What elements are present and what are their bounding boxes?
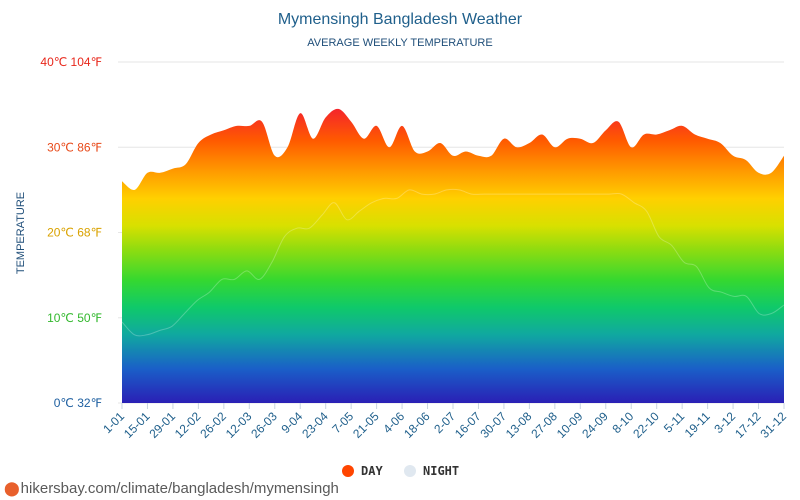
legend-night-marker bbox=[404, 465, 416, 477]
x-tick-label: 29-01 bbox=[146, 409, 178, 441]
y-tick-label: 0℃ 32℉ bbox=[54, 396, 102, 410]
x-tick-label: 21-05 bbox=[350, 409, 382, 441]
x-tick-label: 22-10 bbox=[630, 409, 662, 441]
source-credit[interactable]: ⬤hikersbay.com/climate/bangladesh/mymens… bbox=[4, 480, 339, 497]
legend-day-marker bbox=[342, 465, 354, 477]
legend-item-night[interactable]: NIGHT bbox=[404, 464, 459, 478]
x-tick-label: 13-08 bbox=[503, 409, 535, 441]
x-tick-label: 24-09 bbox=[579, 409, 611, 441]
y-tick-label: 30℃ 86℉ bbox=[47, 140, 102, 154]
x-tick-label: 10-09 bbox=[554, 409, 586, 441]
x-tick-label: 17-12 bbox=[732, 409, 764, 441]
chart-subtitle: AVERAGE WEEKLY TEMPERATURE bbox=[307, 37, 492, 49]
x-tick-label: 26-03 bbox=[248, 409, 280, 441]
y-tick-label: 10℃ 50℉ bbox=[47, 311, 102, 325]
x-tick-label: 26-02 bbox=[197, 409, 229, 441]
map-pin-icon: ⬤ bbox=[4, 480, 20, 496]
legend-night-label: NIGHT bbox=[423, 464, 459, 478]
x-tick-label: 12-03 bbox=[223, 409, 255, 441]
legend-day-label: DAY bbox=[361, 464, 383, 478]
x-tick-label: 27-08 bbox=[528, 409, 560, 441]
x-tick-label: 12-02 bbox=[172, 409, 204, 441]
night-series-line bbox=[121, 188, 785, 337]
night-series-area bbox=[122, 189, 784, 403]
x-tick-label: 16-07 bbox=[452, 409, 484, 441]
y-tick-label: 40℃ 104℉ bbox=[40, 55, 102, 69]
x-tick-label: 30-07 bbox=[477, 409, 509, 441]
legend-item-day[interactable]: DAY bbox=[342, 464, 383, 478]
chart-title: Mymensingh Bangladesh Weather bbox=[278, 11, 523, 28]
credit-link[interactable]: hikersbay.com/climate/bangladesh/mymensi… bbox=[20, 480, 339, 497]
y-tick-label: 20℃ 68℉ bbox=[47, 226, 102, 240]
x-tick-label: 15-01 bbox=[121, 409, 153, 441]
y-tick-labels: 0℃ 32℉ 10℃ 50℉ 20℃ 68℉ 30℃ 86℉ 40℃ 104℉ bbox=[40, 55, 102, 410]
x-tick-label: 23-04 bbox=[299, 409, 331, 441]
x-tick-label: 18-06 bbox=[401, 409, 433, 441]
y-axis-title: TEMPERATURE bbox=[15, 192, 27, 274]
x-tick-label: 19-11 bbox=[682, 409, 713, 440]
x-tick-label: 31-12 bbox=[758, 409, 790, 441]
legend: DAY NIGHT bbox=[342, 464, 459, 478]
x-ticks bbox=[121, 403, 785, 409]
x-tick-labels: 1-0115-0129-0112-0226-0212-0326-039-0423… bbox=[100, 409, 789, 441]
